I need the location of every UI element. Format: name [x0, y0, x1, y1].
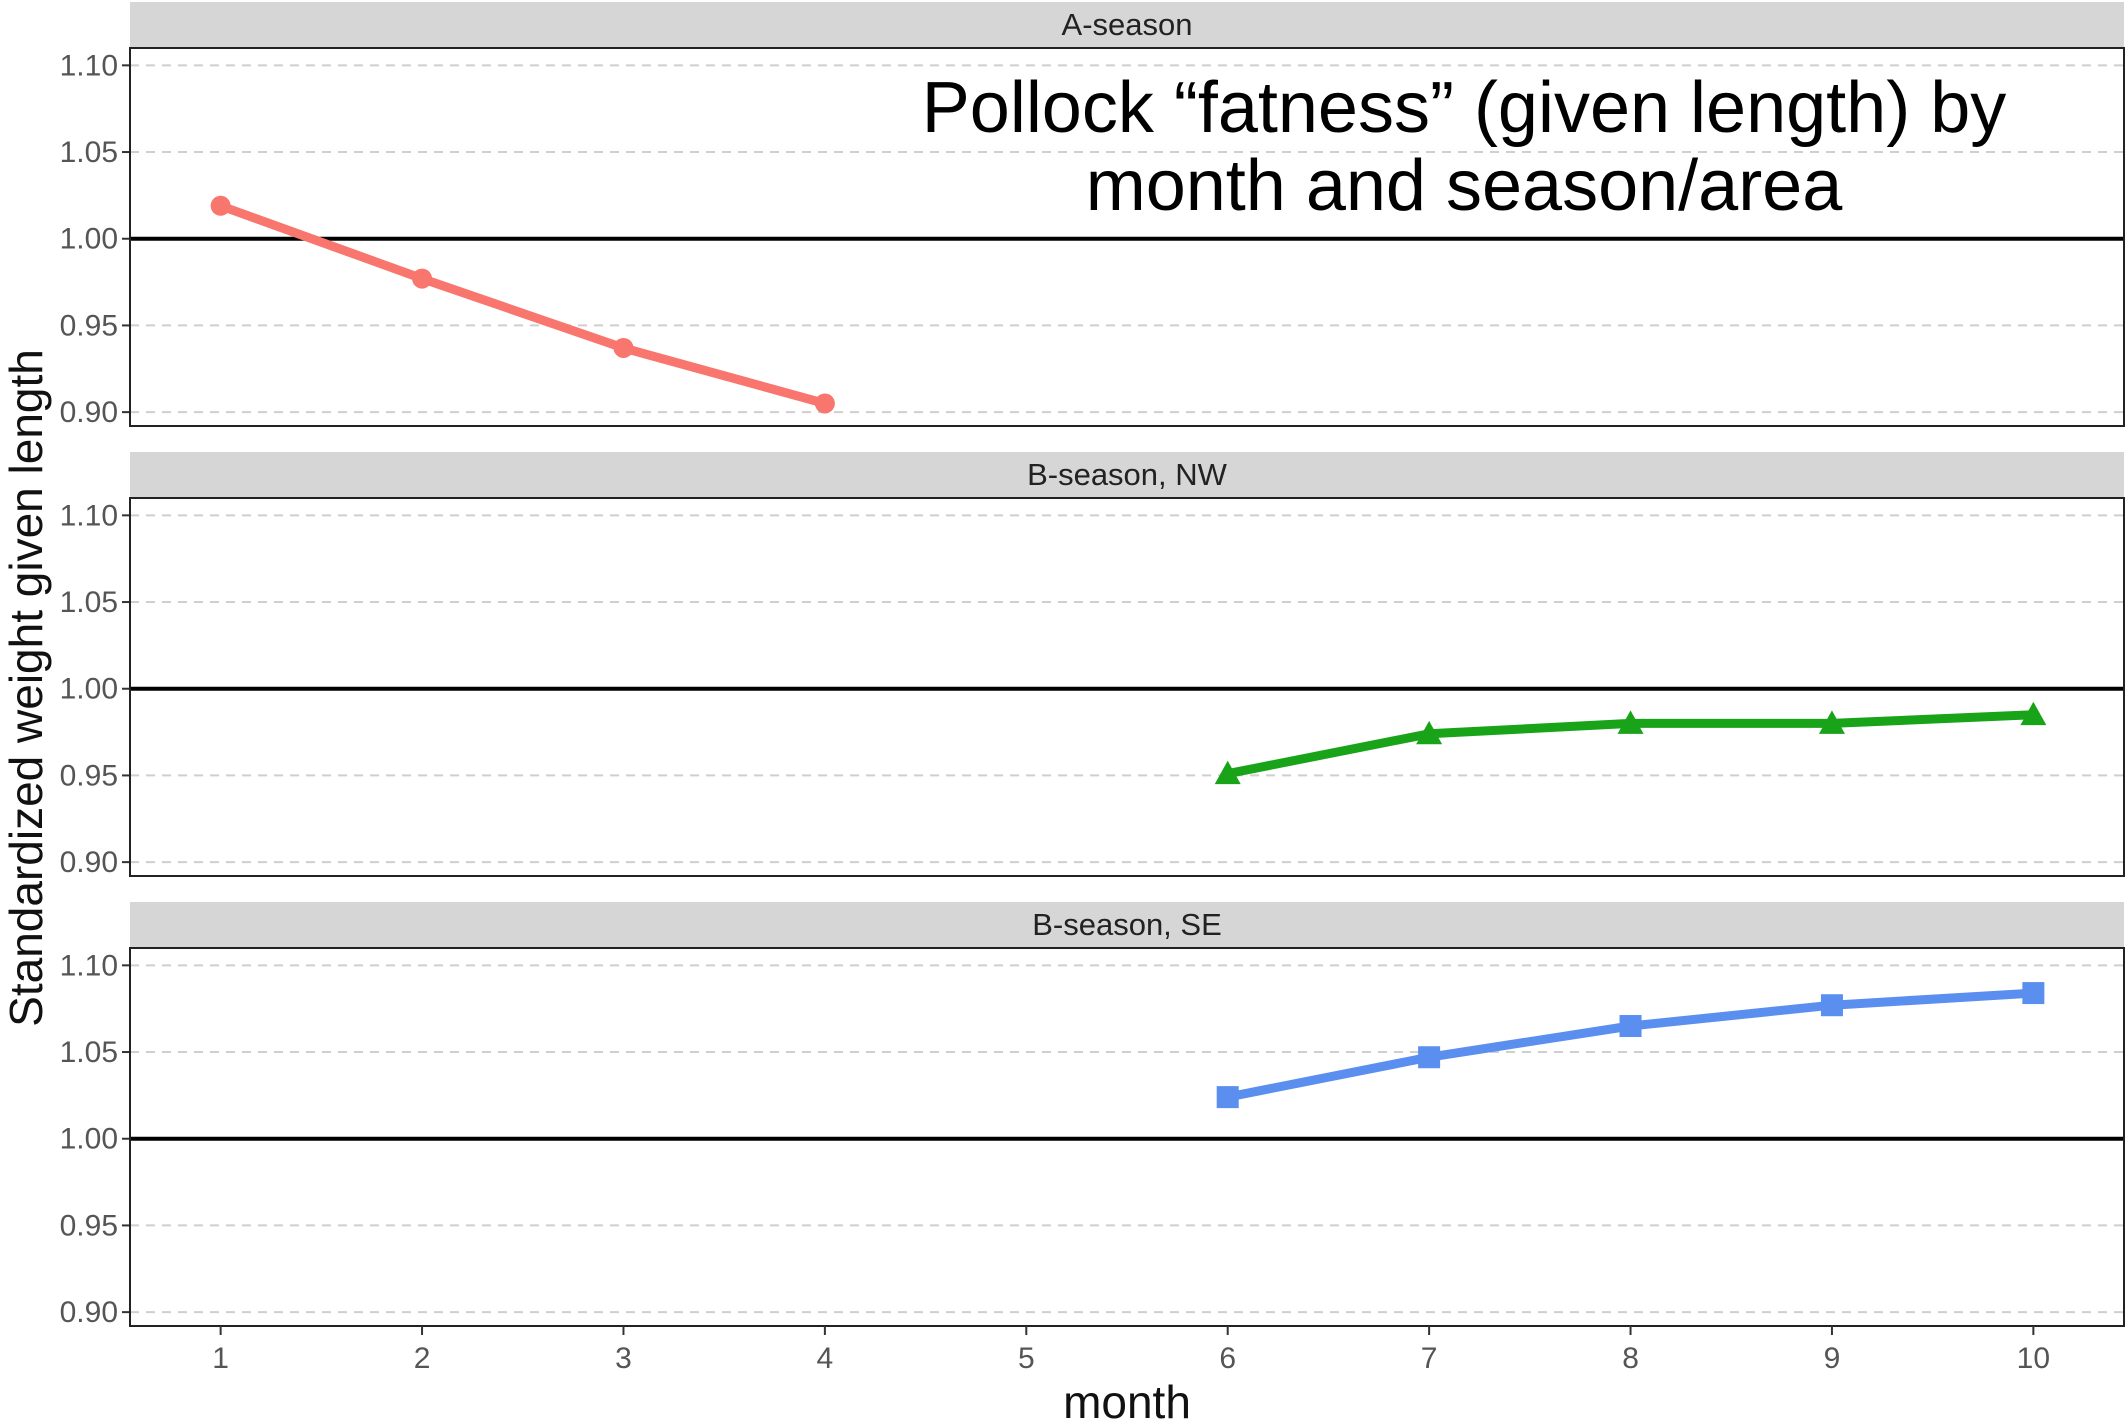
y-tick-label: 0.90	[60, 396, 118, 429]
facet-panel: B-season, SE 0.90 0.95 1.00 1.05 1.10	[60, 902, 2125, 1329]
chart-title: Pollock “fatness” (given length) by mont…	[922, 68, 2007, 226]
facet-label: B-season, NW	[1027, 457, 1228, 492]
facet-panel: B-season, NW 0.90 0.95 1.00 1.05 1.10	[60, 452, 2125, 879]
panel-border	[129, 47, 2125, 427]
y-axis-title: Standardized weight given length	[0, 349, 52, 1027]
chart-title-line-1: Pollock “fatness” (given length) by	[922, 68, 2007, 148]
x-tick-label: 8	[1622, 1342, 1639, 1375]
y-tick-label: 1.05	[60, 586, 118, 619]
x-tick-label: 4	[817, 1342, 834, 1375]
y-tick-label: 0.95	[60, 1209, 118, 1242]
panel-border	[129, 947, 2125, 1327]
x-tick-label: 6	[1219, 1342, 1236, 1375]
x-tick-label: 7	[1421, 1342, 1438, 1375]
x-tick-label: 3	[615, 1342, 632, 1375]
data-point	[210, 195, 231, 216]
y-tick-label: 1.00	[60, 1123, 118, 1156]
y-tick-label: 1.05	[60, 1036, 118, 1069]
facet-label: A-season	[1062, 7, 1193, 42]
y-tick-label: 1.10	[60, 499, 118, 532]
facet-strip	[130, 452, 2124, 498]
data-point	[412, 268, 433, 289]
y-tick-label: 0.90	[60, 1296, 118, 1329]
facet-strip	[130, 2, 2124, 48]
data-point	[1619, 1015, 1642, 1038]
y-tick-label: 1.00	[60, 673, 118, 706]
data-point	[2022, 982, 2045, 1005]
x-tick-label: 10	[2017, 1342, 2050, 1375]
y-tick-label: 1.05	[60, 136, 118, 169]
x-axis: 1 2 3 4 5 6 7 8 9 10	[212, 1326, 2050, 1375]
panel-border	[129, 497, 2125, 877]
y-tick-label: 1.00	[60, 223, 118, 256]
data-point	[814, 393, 835, 414]
facet-strip	[130, 902, 2124, 948]
chart-title-line-2: month and season/area	[1086, 146, 1843, 226]
data-point	[1418, 1046, 1441, 1069]
x-axis-title: month	[1063, 1376, 1191, 1428]
series-line	[216, 201, 830, 408]
x-tick-label: 9	[1824, 1342, 1841, 1375]
facet-panel: A-season 0.90 0.95 1.00 1.05 1.10	[60, 2, 2125, 429]
y-tick-label: 0.95	[60, 759, 118, 792]
y-tick-label: 1.10	[60, 49, 118, 82]
x-tick-label: 5	[1018, 1342, 1035, 1375]
facet-label: B-season, SE	[1032, 907, 1222, 942]
x-tick-label: 1	[212, 1342, 229, 1375]
y-tick-label: 0.95	[60, 309, 118, 342]
data-point	[1416, 720, 1443, 745]
y-tick-label: 0.90	[60, 846, 118, 879]
y-tick-label: 1.10	[60, 949, 118, 982]
data-point	[1820, 994, 1843, 1017]
data-point	[1818, 710, 1845, 734]
data-point	[1617, 710, 1644, 734]
data-point	[1214, 760, 1241, 785]
data-point	[1216, 1086, 1239, 1109]
data-point	[2020, 701, 2047, 726]
data-point	[613, 337, 634, 358]
x-tick-label: 2	[414, 1342, 431, 1375]
